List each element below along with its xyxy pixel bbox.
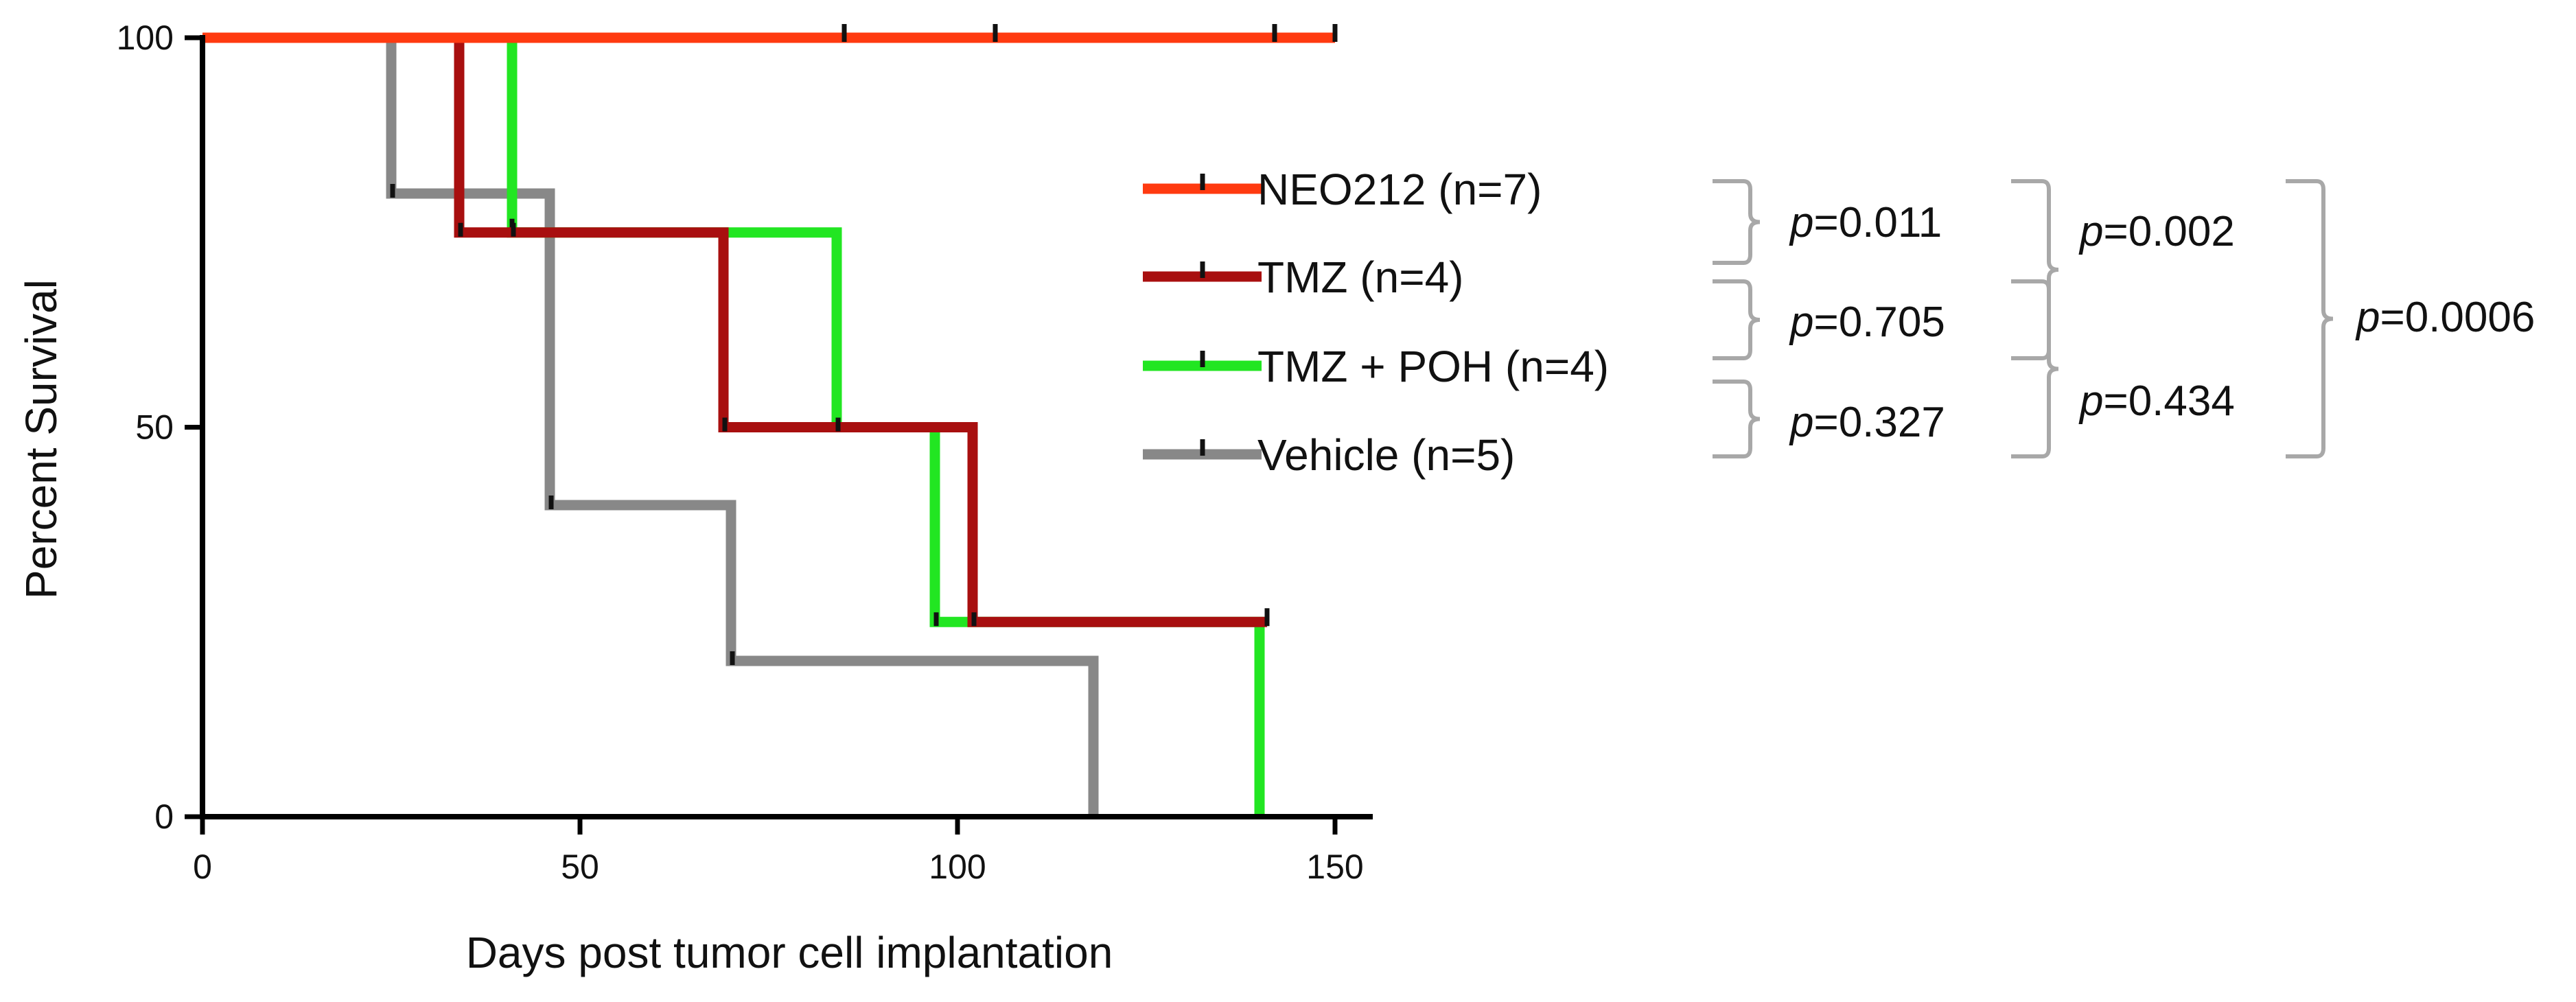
bracket-pair-6 [2286, 179, 2334, 458]
x-tick-label: 50 [561, 848, 599, 886]
y-axis-title: Percent Survival [16, 279, 66, 599]
legend-label-1: TMZ (n=4) [1257, 253, 1463, 302]
series-line-1 [202, 32, 1267, 627]
y-tick-label: 100 [117, 19, 174, 57]
p-value-label-4: p=0.002 [2078, 208, 2235, 255]
p-value-label-6: p=0.0006 [2355, 294, 2535, 341]
legend-label-0: NEO212 (n=7) [1257, 165, 1542, 214]
bracket-pair-5 [2011, 279, 2059, 458]
y-tick-label: 0 [154, 797, 174, 836]
legend-label-3: Vehicle (n=5) [1257, 430, 1515, 480]
p-value-label-2: p=0.705 [1789, 299, 1945, 346]
p-value-label-1: p=0.011 [1789, 199, 1942, 246]
x-tick-label: 0 [193, 848, 212, 886]
x-tick-label: 100 [929, 848, 986, 886]
legend-label-2: TMZ + POH (n=4) [1257, 342, 1609, 391]
bracket-pair-1 [1713, 179, 1761, 265]
y-tick-label: 50 [135, 408, 174, 447]
x-tick-label: 150 [1306, 848, 1363, 886]
p-value-label-5: p=0.434 [2078, 377, 2235, 425]
bracket-pair-4 [2011, 179, 2059, 360]
bracket-pair-2 [1713, 279, 1761, 360]
x-axis-title: Days post tumor cell implantation [466, 928, 1113, 977]
p-value-label-3: p=0.327 [1789, 399, 1945, 446]
bracket-pair-3 [1713, 380, 1761, 458]
